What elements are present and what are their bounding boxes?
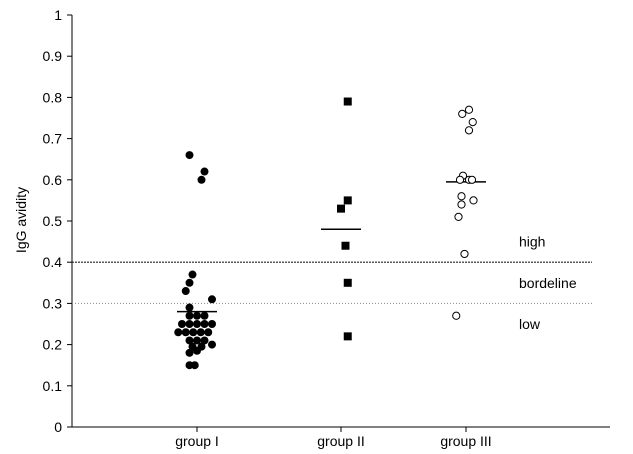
mean-bars [177,181,486,313]
y-tick-label: 0 [54,419,62,435]
y-tick-label: 0.7 [43,131,63,147]
y-tick-label: 0.2 [43,337,63,353]
y-tick-label: 0.1 [43,378,63,394]
y-tick-label: 0.5 [43,213,63,229]
y-tick-label: 0.6 [43,172,63,188]
data-point [178,320,186,328]
data-point [469,196,478,205]
data-points [174,97,478,370]
data-point [196,328,205,337]
x-category-label: group I [175,433,219,449]
data-point [467,175,477,184]
data-point [185,320,194,328]
data-point [343,196,352,205]
data-point [452,311,461,320]
zone-label: high [519,234,545,250]
data-point [208,295,216,304]
data-point [193,336,201,345]
data-point [190,361,199,370]
data-point [208,320,216,328]
data-point [174,328,183,337]
data-point [181,287,190,296]
y-axis-title: IgG avidity [13,187,29,253]
data-point [458,109,467,118]
data-point [343,332,352,341]
y-tick-label: 0.3 [43,295,63,311]
data-point [193,346,201,355]
data-point [468,118,477,127]
y-tick-label: 1 [54,7,62,23]
data-point [185,311,194,320]
data-point [454,212,463,221]
data-point [185,348,194,357]
data-point [457,200,466,209]
data-point [189,328,198,337]
data-point [343,278,352,287]
x-category-label: group II [317,433,364,449]
data-point [193,311,201,320]
data-point [460,249,469,259]
data-point [200,320,209,328]
data-point [185,278,194,287]
data-point [337,204,345,213]
x-category-labels: group I group II group III [175,433,491,449]
zone-label: bordeline [519,275,577,291]
data-point [200,336,209,345]
axes [67,14,610,432]
data-point [208,340,216,349]
data-point [188,270,197,279]
zone-label: low [519,316,541,332]
data-point [341,241,350,250]
y-tick-labels: 0 0.1 0.2 0.3 0.4 0.5 0.6 0.7 0.8 0.9 1 [43,7,63,435]
x-category-label: group III [440,433,491,449]
data-point [200,167,209,176]
data-point [181,328,190,337]
data-point [464,126,474,135]
data-point [193,320,201,328]
reference-lines [72,261,592,304]
y-tick-label: 0.9 [43,48,63,64]
data-point [455,175,465,184]
data-point [197,175,206,184]
data-point [200,311,209,320]
zone-labels: high bordeline low [519,234,577,332]
y-tick-label: 0.8 [43,89,63,105]
data-point [204,328,213,337]
data-point [343,97,352,106]
data-point [185,336,194,345]
data-point [185,151,194,160]
data-point [464,105,474,114]
y-tick-label: 0.4 [43,254,63,270]
data-point [185,303,194,312]
data-point [457,192,466,201]
